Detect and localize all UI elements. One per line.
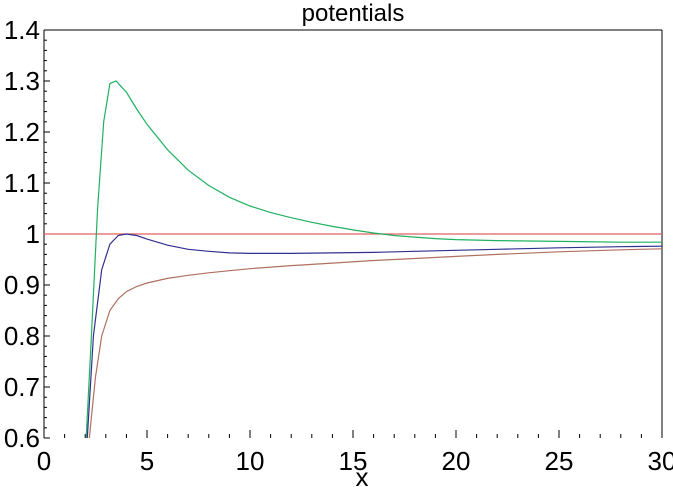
x-tick-label: 10 bbox=[236, 446, 265, 476]
y-tick-label: 0.6 bbox=[4, 423, 40, 453]
x-tick-label: 25 bbox=[545, 446, 574, 476]
series-line-3 bbox=[86, 233, 663, 439]
x-tick-label: 5 bbox=[140, 446, 154, 476]
x-tick-label: 0 bbox=[37, 446, 51, 476]
x-tick-label: 20 bbox=[442, 446, 471, 476]
x-axis-label: x bbox=[356, 462, 369, 487]
y-tick-label: 1.1 bbox=[4, 168, 40, 198]
y-tick-label: 1.4 bbox=[4, 15, 40, 45]
y-tick-label: 0.8 bbox=[4, 321, 40, 351]
ticks: 0.6 0.7 0.8 0.9 1 1.1 1.2 1.3 1.4 0 5 10 15 20 25 30 bbox=[4, 15, 673, 476]
series-line-2 bbox=[85, 80, 662, 439]
y-tick-label: 1 bbox=[26, 219, 40, 249]
x-tick-label: 15 bbox=[339, 446, 368, 476]
chart-title: potentials bbox=[302, 0, 405, 27]
y-tick-label: 0.9 bbox=[4, 270, 40, 300]
y-tick-label: 0.7 bbox=[4, 372, 40, 402]
y-tick-label: 1.2 bbox=[4, 117, 40, 147]
series-line-4 bbox=[88, 248, 663, 439]
series-group bbox=[44, 80, 663, 439]
y-tick-label: 1.3 bbox=[4, 66, 40, 96]
x-tick-label: 30 bbox=[648, 446, 673, 476]
